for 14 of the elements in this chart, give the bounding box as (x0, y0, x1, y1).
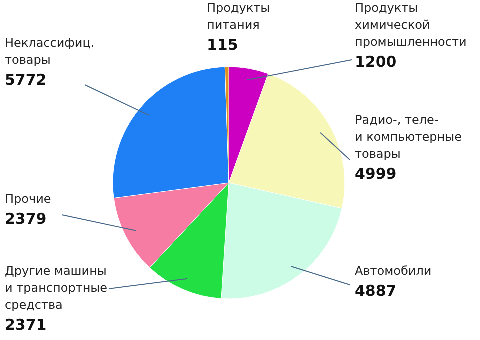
slice-label: Другие машины и транспортные средства (5, 264, 108, 312)
slice-label: Неклассифиц. товары (5, 36, 95, 67)
slice-label: Автомобили (355, 264, 432, 278)
data-label: 4999 (355, 165, 397, 183)
slice-label: Прочие (5, 192, 52, 206)
slice-label: Продукты питания (207, 1, 270, 32)
slice-label: Продукты химической промышленности (355, 1, 467, 49)
data-label: 1200 (355, 53, 397, 71)
slice-label: Радио-, теле- и компьютерные товары (355, 113, 462, 161)
data-label: 2379 (5, 210, 47, 228)
data-label: 2371 (5, 316, 47, 334)
data-label: 5772 (5, 71, 47, 89)
data-label: 4887 (355, 282, 397, 300)
data-label: 115 (207, 36, 238, 54)
